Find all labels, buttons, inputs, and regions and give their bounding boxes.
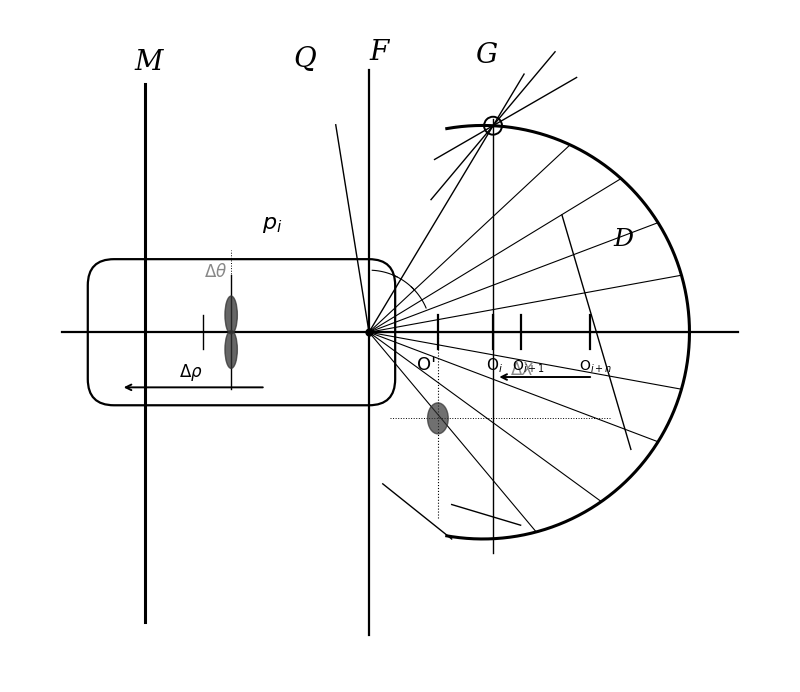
Text: O$_i$: O$_i$: [486, 356, 503, 375]
Text: M: M: [134, 49, 163, 76]
Ellipse shape: [225, 331, 238, 368]
Text: Q: Q: [293, 46, 316, 73]
Text: O': O': [418, 356, 436, 374]
Text: $\Delta\theta$: $\Delta\theta$: [203, 263, 227, 281]
Text: $\Delta X$: $\Delta X$: [510, 361, 535, 379]
Ellipse shape: [427, 403, 448, 434]
Text: $p_i$: $p_i$: [262, 215, 282, 235]
Text: D: D: [614, 228, 634, 251]
Text: $\Delta\rho$: $\Delta\rho$: [179, 362, 203, 383]
Ellipse shape: [225, 296, 238, 334]
Text: F: F: [369, 39, 388, 66]
Text: G: G: [476, 42, 498, 69]
Text: O$_{i+n}$: O$_{i+n}$: [579, 358, 612, 374]
Text: O$_{i+1}$: O$_{i+1}$: [512, 358, 546, 374]
